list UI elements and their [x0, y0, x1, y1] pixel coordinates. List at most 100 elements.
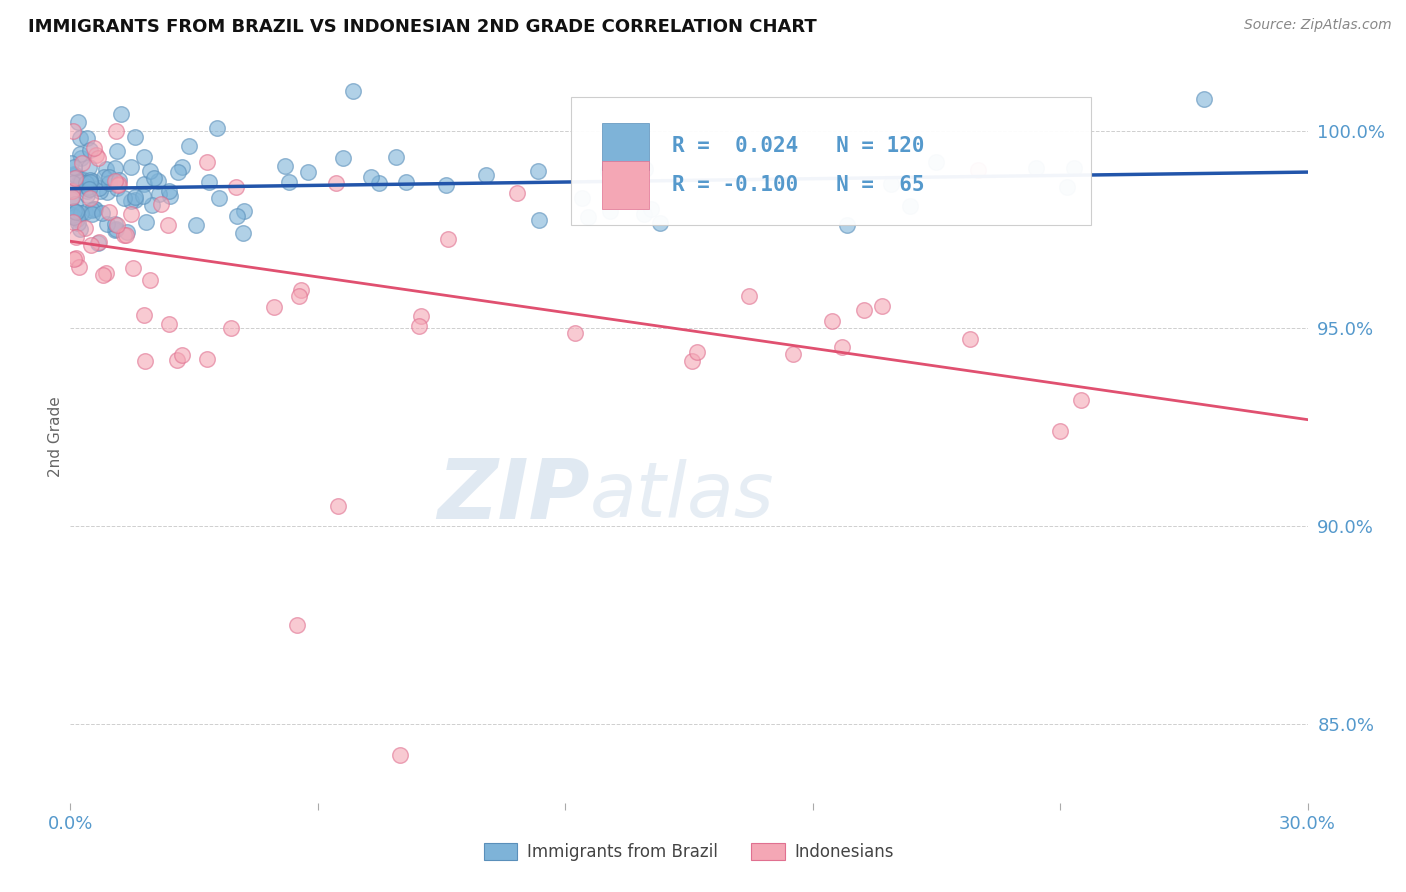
Point — [408, 318, 430, 333]
Point — [107, 173, 129, 187]
Point — [90, 206, 112, 220]
Point — [105, 219, 128, 233]
Point — [195, 352, 218, 367]
Point — [104, 174, 127, 188]
Point — [63, 169, 86, 183]
Point — [134, 177, 156, 191]
Point — [112, 191, 135, 205]
Point — [94, 161, 117, 176]
Point — [368, 176, 391, 190]
Point — [626, 154, 648, 169]
Point — [681, 354, 703, 368]
Point — [79, 143, 101, 157]
Point — [79, 175, 101, 189]
Point — [263, 300, 285, 314]
Point — [69, 146, 91, 161]
Point — [105, 144, 128, 158]
Point — [93, 169, 115, 184]
Point — [924, 155, 946, 169]
FancyBboxPatch shape — [602, 161, 650, 209]
Point — [389, 748, 412, 763]
Point — [821, 314, 844, 328]
Point — [870, 299, 893, 313]
Point — [159, 188, 181, 202]
Point — [599, 204, 621, 219]
Text: R = -0.100   N =  65: R = -0.100 N = 65 — [672, 175, 924, 195]
Point — [104, 161, 127, 175]
Point — [172, 348, 194, 362]
Point — [75, 204, 97, 219]
Point — [186, 219, 208, 233]
Point — [434, 178, 457, 192]
Point — [60, 156, 83, 170]
Point — [596, 163, 619, 178]
Point — [82, 202, 104, 217]
Point — [898, 199, 921, 213]
Text: atlas: atlas — [591, 458, 775, 533]
Point — [60, 185, 83, 199]
Point — [107, 178, 129, 193]
Point — [89, 184, 111, 198]
Point — [87, 152, 110, 166]
Point — [738, 289, 761, 303]
Point — [170, 161, 193, 175]
Point — [62, 176, 84, 190]
Point — [132, 150, 155, 164]
Point — [195, 154, 218, 169]
Point — [65, 205, 87, 219]
Point — [852, 303, 875, 318]
Point — [285, 618, 308, 632]
Point — [124, 193, 146, 207]
Point — [297, 165, 319, 179]
Point — [571, 191, 593, 205]
Point — [139, 164, 162, 178]
Point — [232, 203, 254, 218]
Point — [166, 353, 188, 368]
Point — [79, 173, 101, 187]
Point — [114, 228, 136, 243]
Point — [142, 170, 165, 185]
Point — [62, 208, 84, 222]
Point — [274, 159, 297, 173]
Point — [437, 232, 460, 246]
Point — [409, 309, 432, 323]
Text: IMMIGRANTS FROM BRAZIL VS INDONESIAN 2ND GRADE CORRELATION CHART: IMMIGRANTS FROM BRAZIL VS INDONESIAN 2ND… — [28, 18, 817, 36]
Point — [134, 353, 156, 368]
Point — [207, 120, 229, 135]
Point — [62, 252, 84, 266]
Point — [105, 181, 128, 195]
Point — [219, 321, 242, 335]
Point — [141, 198, 163, 212]
Point — [67, 260, 90, 275]
Point — [177, 139, 200, 153]
Point — [148, 186, 170, 201]
Point — [105, 123, 128, 137]
Point — [564, 326, 586, 340]
Point — [66, 212, 89, 227]
Point — [640, 202, 662, 216]
Point — [124, 129, 146, 144]
Point — [77, 176, 100, 190]
Point — [70, 171, 93, 186]
Point — [526, 164, 548, 178]
Point — [62, 123, 84, 137]
Point — [77, 161, 100, 175]
Point — [96, 185, 118, 199]
Point — [648, 216, 671, 230]
Point — [208, 191, 231, 205]
Point — [120, 207, 142, 221]
Point — [527, 213, 550, 227]
Text: R =  0.024   N = 120: R = 0.024 N = 120 — [672, 136, 924, 156]
Point — [76, 131, 98, 145]
Point — [686, 344, 709, 359]
Point — [98, 205, 121, 219]
Y-axis label: 2nd Grade: 2nd Grade — [48, 397, 63, 477]
Point — [328, 500, 350, 514]
Point — [87, 181, 110, 195]
Point — [782, 346, 804, 360]
Point — [110, 107, 132, 121]
FancyBboxPatch shape — [571, 97, 1091, 225]
Point — [107, 177, 129, 191]
Point — [65, 171, 87, 186]
Point — [63, 203, 86, 218]
